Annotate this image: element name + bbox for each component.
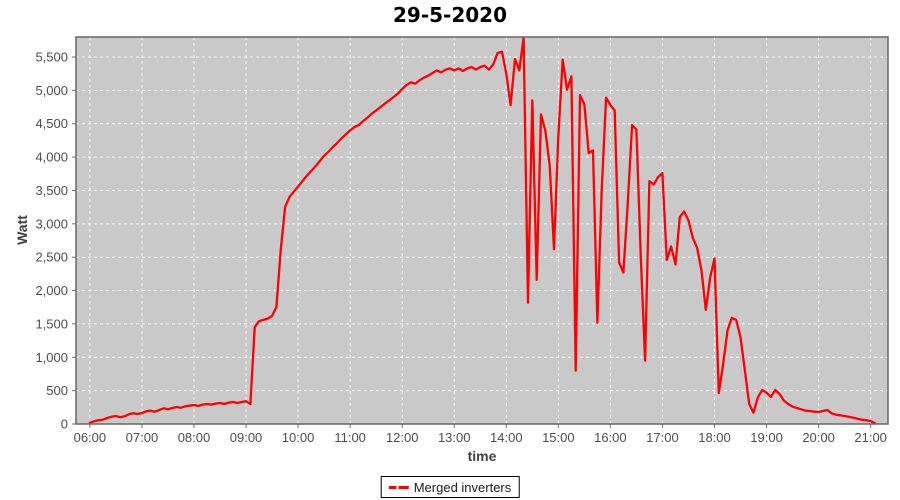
x-tick-label: 06:00 xyxy=(74,430,107,445)
x-tick-label: 08:00 xyxy=(178,430,211,445)
y-tick-label: 4,000 xyxy=(35,150,68,165)
x-tick-label: 19:00 xyxy=(750,430,783,445)
y-tick-label: 3,500 xyxy=(35,183,68,198)
y-axis-label: Watt xyxy=(14,215,30,245)
x-tick-label: 21:00 xyxy=(854,430,887,445)
x-tick-label: 09:00 xyxy=(230,430,263,445)
x-tick-label: 13:00 xyxy=(438,430,471,445)
x-tick-label: 20:00 xyxy=(802,430,835,445)
x-tick-label: 16:00 xyxy=(594,430,627,445)
plot-border xyxy=(75,36,889,425)
y-tick-label: 1,500 xyxy=(35,316,68,331)
legend-line-swatch xyxy=(388,485,409,489)
x-tick-label: 12:00 xyxy=(386,430,419,445)
x-tick-label: 10:00 xyxy=(282,430,315,445)
y-tick-label: 500 xyxy=(46,383,68,398)
x-tick-label: 07:00 xyxy=(126,430,159,445)
y-tick-label: 1,000 xyxy=(35,350,68,365)
x-tick-label: 17:00 xyxy=(646,430,679,445)
y-tick-label: 2,500 xyxy=(35,250,68,265)
y-tick-label: 5,500 xyxy=(35,50,68,65)
y-tick-label: 0 xyxy=(61,417,68,432)
x-axis-label: time xyxy=(467,448,497,464)
plot-background xyxy=(76,37,888,424)
y-tick-label: 3,000 xyxy=(35,216,68,231)
series-line xyxy=(88,36,877,425)
chart-title: 29-5-2020 xyxy=(392,3,507,27)
y-tick-label: 4,500 xyxy=(35,116,68,131)
y-tick-label: 2,000 xyxy=(35,283,68,298)
legend-label: Merged inverters xyxy=(413,479,512,495)
x-tick-label: 15:00 xyxy=(542,430,575,445)
y-tick-label: 5,000 xyxy=(35,83,68,98)
x-tick-label: 18:00 xyxy=(698,430,731,445)
legend-box: Merged inverters xyxy=(380,476,520,498)
x-tick-label: 14:00 xyxy=(490,430,523,445)
x-tick-label: 11:00 xyxy=(334,430,366,445)
